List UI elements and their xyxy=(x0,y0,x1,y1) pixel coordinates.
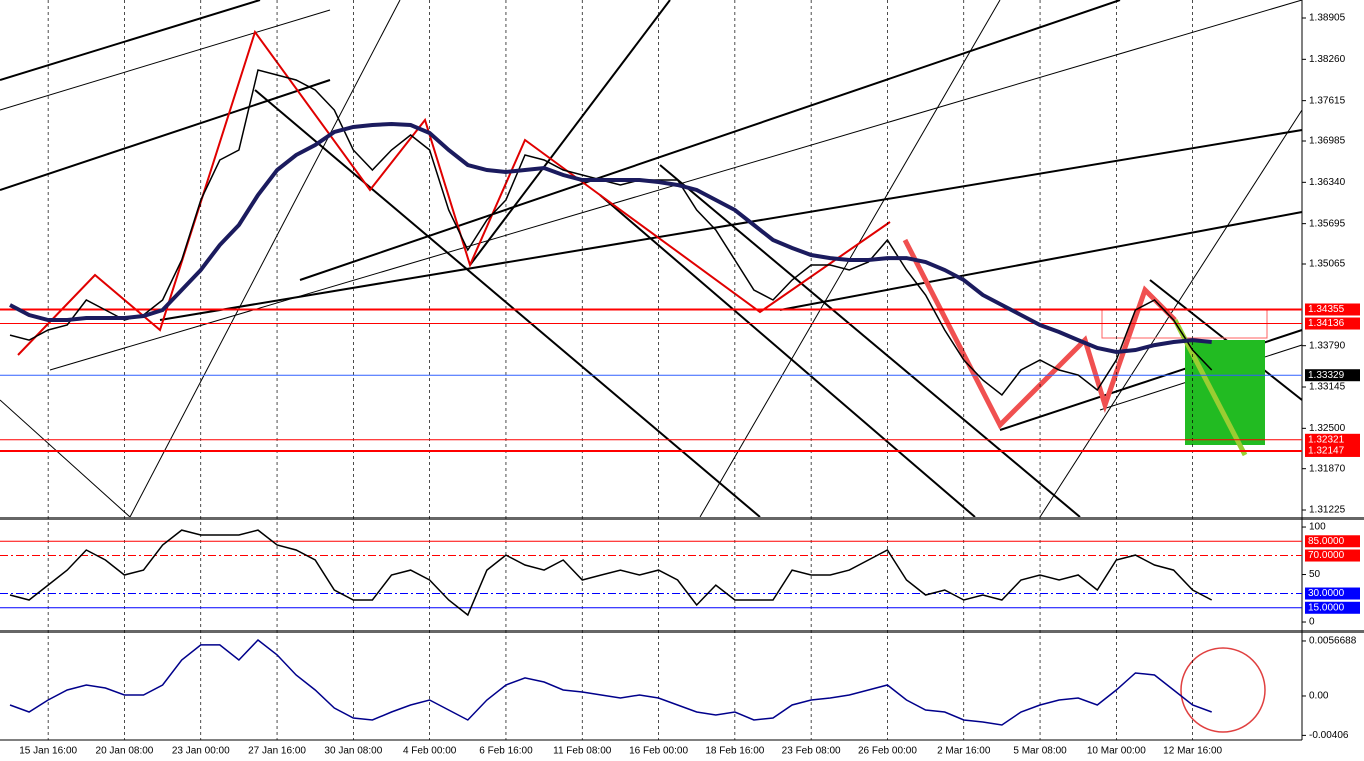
x-tick-label: 27 Jan 16:00 xyxy=(248,746,306,757)
level-label-bg xyxy=(1305,549,1360,562)
channel-line xyxy=(254,89,761,518)
x-tick-label: 11 Feb 08:00 xyxy=(553,746,612,757)
level-label-bg xyxy=(1305,317,1360,330)
panel-separator xyxy=(0,630,1364,633)
y-tick-label: 1.38905 xyxy=(1309,13,1346,24)
channel-line xyxy=(779,211,1303,311)
level-label: 1.34136 xyxy=(1308,318,1345,329)
y-tick-label: 1.38260 xyxy=(1309,54,1346,65)
y-tick-label: 0.0056688 xyxy=(1309,636,1357,647)
x-tick-label: 16 Feb 00:00 xyxy=(629,746,688,757)
fan-line xyxy=(129,0,401,518)
x-tick-label: 6 Feb 16:00 xyxy=(479,746,533,757)
x-tick-label: 23 Jan 00:00 xyxy=(172,746,230,757)
channel-line xyxy=(659,164,1081,518)
y-tick-label: 1.35695 xyxy=(1309,218,1346,229)
channel-line xyxy=(0,0,261,81)
fan-line xyxy=(0,399,131,518)
level-label-bg xyxy=(1305,433,1360,446)
fan-line xyxy=(469,0,671,266)
channel-line xyxy=(0,79,331,191)
target-box xyxy=(1185,340,1265,445)
level-label: 1.32147 xyxy=(1308,446,1345,457)
wave-arrow xyxy=(902,238,1177,430)
x-tick-label: 15 Jan 16:00 xyxy=(19,746,77,757)
level-label-bg xyxy=(1305,535,1360,548)
level-label: 85.0000 xyxy=(1308,536,1345,547)
series-line xyxy=(9,529,1213,617)
y-tick-label: 50 xyxy=(1309,569,1321,580)
panel-separator xyxy=(0,517,1364,520)
highlight-circle xyxy=(1180,647,1266,733)
y-tick-label: 1.35065 xyxy=(1309,259,1346,270)
channel-line xyxy=(0,9,331,111)
channel-line xyxy=(599,194,976,518)
y-tick-label: 1.31225 xyxy=(1309,505,1346,516)
level-label: 30.0000 xyxy=(1308,588,1345,599)
series-line xyxy=(9,121,1212,355)
arrows xyxy=(902,238,1177,430)
level-label: 1.32321 xyxy=(1308,434,1345,445)
level-label: 1.33329 xyxy=(1308,370,1345,381)
y-tick-label: 100 xyxy=(1309,522,1326,533)
level-label-bg xyxy=(1305,369,1360,382)
x-tick-label: 5 Mar 08:00 xyxy=(1013,746,1067,757)
y-tick-label: 1.33145 xyxy=(1309,382,1346,393)
x-tick-label: 18 Feb 16:00 xyxy=(705,746,764,757)
x-tick-label: 23 Feb 08:00 xyxy=(782,746,841,757)
level-label-bg xyxy=(1305,303,1360,316)
y-tick-label: 1.32500 xyxy=(1309,423,1346,434)
series-line xyxy=(9,638,1212,726)
y-tick-label: -0.00406 xyxy=(1309,730,1349,741)
x-tick-label: 12 Mar 16:00 xyxy=(1163,746,1222,757)
x-tick-label: 2 Mar 16:00 xyxy=(937,746,991,757)
level-label-bg xyxy=(1305,587,1360,600)
y-tick-label: 0 xyxy=(1309,617,1315,628)
x-tick-label: 26 Feb 00:00 xyxy=(858,746,917,757)
y-tick-label: 0.00 xyxy=(1309,691,1329,702)
x-tick-label: 10 Mar 00:00 xyxy=(1087,746,1146,757)
y-tick-label: 1.36985 xyxy=(1309,136,1346,147)
y-tick-label: 1.33790 xyxy=(1309,340,1346,351)
level-label-bg xyxy=(1305,601,1360,614)
zigzag xyxy=(17,29,891,356)
x-tick-label: 30 Jan 08:00 xyxy=(324,746,382,757)
y-tick-label: 1.36340 xyxy=(1309,177,1346,188)
level-label-bg xyxy=(1305,444,1360,457)
level-label: 1.34355 xyxy=(1308,304,1345,315)
channel-line xyxy=(299,0,1121,281)
series-line xyxy=(9,69,1213,397)
y-tick-label: 1.37615 xyxy=(1309,95,1346,106)
y-tick-label: 1.31870 xyxy=(1309,463,1346,474)
x-tick-label: 20 Jan 08:00 xyxy=(96,746,154,757)
level-label: 70.0000 xyxy=(1308,550,1345,561)
level-label: 15.0000 xyxy=(1308,602,1345,613)
x-tick-label: 4 Feb 00:00 xyxy=(403,746,457,757)
